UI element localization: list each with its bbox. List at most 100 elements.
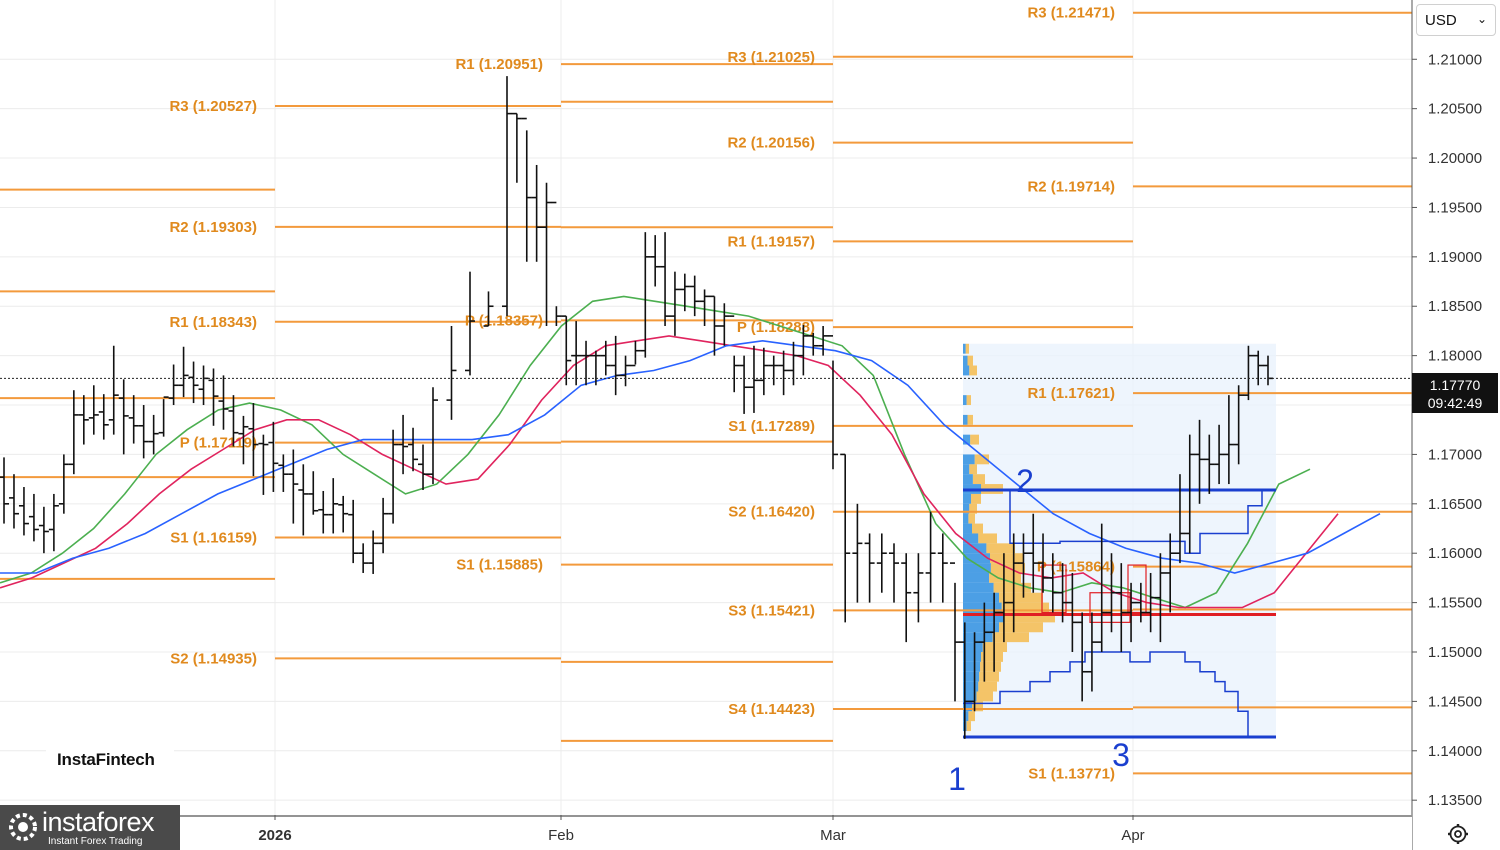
ohlc-bar: [531, 164, 542, 262]
pivot-label: S1 (1.17289): [728, 418, 815, 435]
ohlc-bar: [338, 495, 349, 533]
volume-profile-bar: [963, 652, 981, 662]
volume-profile-bar: [963, 464, 970, 475]
ohlc-bar: [98, 394, 109, 440]
volume-profile-bar: [963, 513, 969, 524]
ohlc-bar: [358, 543, 369, 573]
volume-profile-bar: [963, 365, 970, 376]
annotation-label-2: 2: [1016, 463, 1034, 499]
pivot-label: S1 (1.15885): [456, 557, 543, 574]
ohlc-bar: [288, 449, 299, 524]
x-tick-label: Feb: [548, 827, 574, 844]
y-tick-label: 1.21000: [1428, 51, 1482, 68]
volume-profile-bar-alt: [1004, 612, 1055, 623]
volume-profile-bar-alt: [978, 533, 997, 544]
volume-profile-bar-alt: [972, 701, 983, 712]
currency-select[interactable]: USD ⌄: [1416, 4, 1496, 36]
pivot-label: R2 (1.19714): [1027, 178, 1115, 195]
pivot-label: S1 (1.13771): [1028, 765, 1115, 782]
settings-icon[interactable]: [1446, 822, 1470, 846]
volume-profile-bar-alt: [972, 523, 983, 534]
volume-profile-bar: [963, 533, 979, 544]
ohlc-bar: [669, 271, 680, 336]
y-tick-label: 1.15500: [1428, 595, 1482, 612]
pivot-label: R3 (1.21025): [727, 49, 815, 66]
ohlc-bar: [610, 335, 621, 396]
ohlc-bar: [388, 429, 399, 524]
ohlc-bar: [1047, 553, 1058, 613]
ohlc-bar: [18, 487, 29, 536]
ohlc-bar: [108, 345, 119, 435]
poc-box: [1089, 592, 1131, 623]
poc-box: [1041, 564, 1067, 614]
ohlc-bar: [118, 379, 129, 455]
ohlc-bar: [1057, 563, 1068, 623]
volume-profile-bar-alt: [992, 632, 1029, 643]
ohlc-bar: [541, 182, 552, 326]
ohlc-bar: [876, 533, 887, 593]
ohlc-bar: [168, 364, 179, 406]
y-tick-label: 1.17000: [1428, 446, 1482, 463]
volume-profile-bar-alt: [981, 652, 1003, 662]
volume-profile-bar-alt: [967, 414, 973, 425]
volume-profile-bar-alt: [999, 592, 1043, 603]
pivot-levels: R3 (1.20527) R2 (1.19303) R1 (1.18343) P (1…: [0, 5, 1412, 825]
pivot-label: S1 (1.16159): [170, 530, 257, 547]
pivot-label: S2 (1.16420): [728, 504, 815, 521]
pivot-label: S4 (1.14423): [728, 701, 815, 718]
volume-profile-bar: [963, 661, 981, 672]
volume-profile-bar-alt: [980, 661, 1001, 672]
ohlc-bar: [1155, 553, 1166, 643]
ohlc-bar: [748, 345, 759, 413]
ohlc-bar: [1165, 533, 1176, 613]
volume-profile-bar: [963, 414, 968, 425]
volume-profile-bar-alt: [968, 513, 975, 524]
ohlc-bar: [709, 295, 720, 356]
ohlc-bar: [1077, 612, 1088, 702]
pivot-label: P (1.18288): [737, 319, 815, 336]
ohlc-bar: [8, 474, 19, 529]
ohlc-bar: [298, 464, 309, 536]
ohlc-bar: [318, 490, 329, 534]
ohlc-bar: [238, 415, 249, 465]
ohlc-bar: [561, 315, 572, 386]
ohlc-bar: [660, 232, 671, 326]
volume-profile-bar-alt: [972, 474, 985, 485]
ohlc-bar: [1214, 424, 1225, 485]
ohlc-bar: [989, 592, 1000, 672]
instaforex-banner: instaforex Instant Forex Trading: [0, 805, 180, 850]
ohlc-bar: [378, 497, 389, 554]
ohlc-bar: [308, 471, 319, 515]
ohlc-bar: [138, 405, 149, 459]
price-axis-bg: [1412, 0, 1500, 850]
y-tick-label: 1.15000: [1428, 644, 1482, 661]
volume-profile-bar-alt: [969, 365, 977, 376]
ohlc-bar: [1184, 434, 1195, 554]
volume-profile-bar: [963, 622, 999, 633]
ohlc-bar: [368, 530, 379, 574]
ohlc-bar: [719, 303, 730, 346]
instaforex-name: instaforex: [42, 807, 155, 837]
volume-profile-bar-alt: [969, 464, 977, 475]
y-tick-label: 1.19500: [1428, 199, 1482, 216]
volume-profile-bar-alt: [966, 721, 971, 732]
volume-profile-bar: [963, 671, 980, 682]
ohlc-bar: [408, 427, 419, 472]
ohlc-bar: [446, 326, 457, 420]
ohlc-bar: [38, 506, 49, 554]
ohlc-bar: [969, 632, 980, 712]
pivot-label: R3 (1.20527): [169, 98, 257, 115]
ohlc-bar: [901, 553, 912, 643]
pivot-label: S2 (1.14935): [170, 650, 257, 667]
ohlc-bar: [1096, 523, 1107, 652]
ohlc-bar: [1008, 533, 1019, 633]
pivot-label: S3 (1.15421): [728, 602, 815, 619]
ohlc-bar: [1086, 612, 1097, 692]
volume-profile-bar: [963, 701, 972, 712]
ohlc-bar: [328, 478, 339, 534]
ohlc-bar: [1204, 434, 1215, 494]
ohlc-bar: [1116, 563, 1127, 652]
pivot-label: P (1.17119): [180, 435, 257, 452]
